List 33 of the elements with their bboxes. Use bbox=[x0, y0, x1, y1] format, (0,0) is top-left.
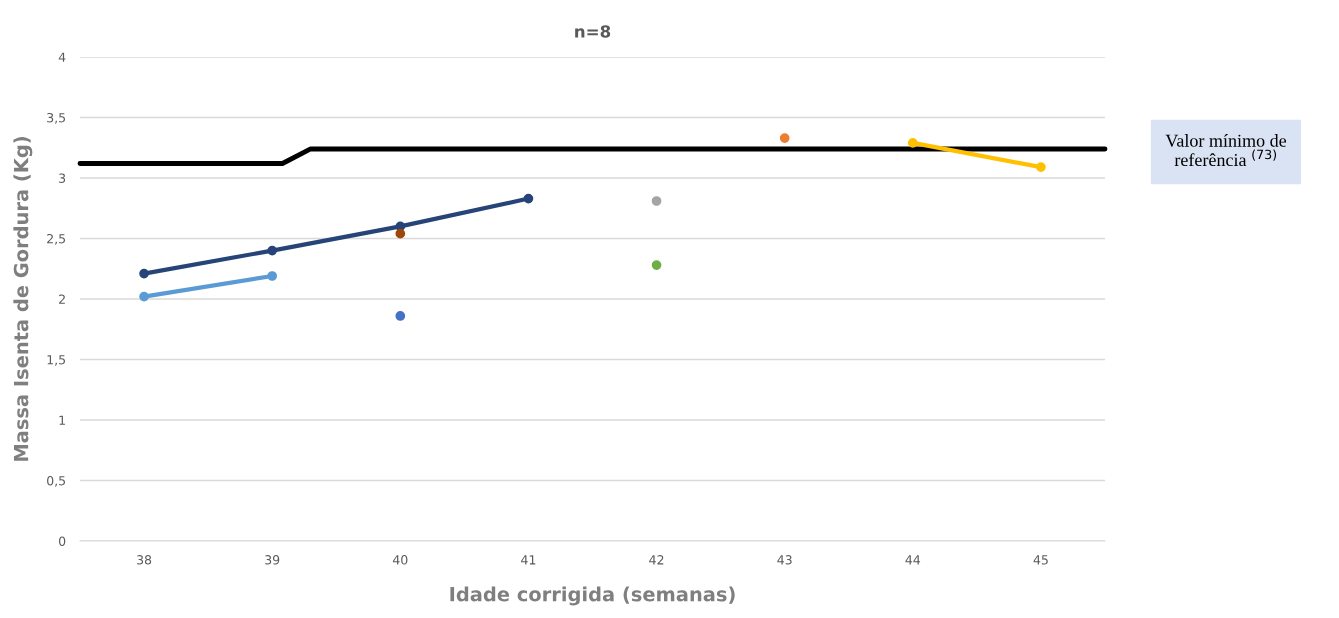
y-axis-title: Massa Isenta de Gordura (Kg) bbox=[13, 137, 33, 461]
y-tick-label: 2,5 bbox=[47, 233, 66, 245]
point bbox=[779, 133, 790, 143]
y-tick-label: 0 bbox=[58, 536, 66, 546]
y-tick-label: 3,5 bbox=[47, 112, 66, 124]
point bbox=[651, 260, 662, 270]
point bbox=[395, 311, 406, 321]
point bbox=[267, 245, 278, 256]
x-tick-label: 40 bbox=[392, 555, 408, 565]
point bbox=[523, 193, 534, 204]
x-axis-title: Idade corrigida (semanas) bbox=[450, 586, 735, 606]
x-tick-label: 41 bbox=[521, 555, 536, 565]
y-tick-label: 3 bbox=[59, 173, 66, 183]
point bbox=[907, 138, 918, 148]
text: Valor mínimo de referência $^{(73)}$ bbox=[1165, 134, 1287, 167]
point bbox=[139, 268, 149, 279]
x-tick-label: 44 bbox=[905, 555, 921, 565]
y-tick-label: 1,5 bbox=[47, 355, 66, 366]
point bbox=[267, 271, 278, 281]
x-tick-label: 45 bbox=[1033, 555, 1048, 565]
point bbox=[651, 196, 662, 206]
point bbox=[395, 228, 406, 239]
x-tick-label: 39 bbox=[265, 555, 280, 565]
chart-title: n=8 bbox=[575, 25, 611, 38]
point bbox=[139, 291, 149, 302]
point bbox=[1036, 162, 1046, 172]
y-tick-label: 1 bbox=[59, 415, 65, 425]
x-tick-label: 43 bbox=[777, 555, 792, 565]
y-tick-label: 2 bbox=[59, 294, 65, 304]
x-tick-label: 38 bbox=[137, 555, 152, 565]
x-tick-label: 42 bbox=[649, 555, 664, 565]
y-tick-label: 4 bbox=[58, 52, 66, 62]
y-tick-label: 0,5 bbox=[47, 475, 66, 487]
